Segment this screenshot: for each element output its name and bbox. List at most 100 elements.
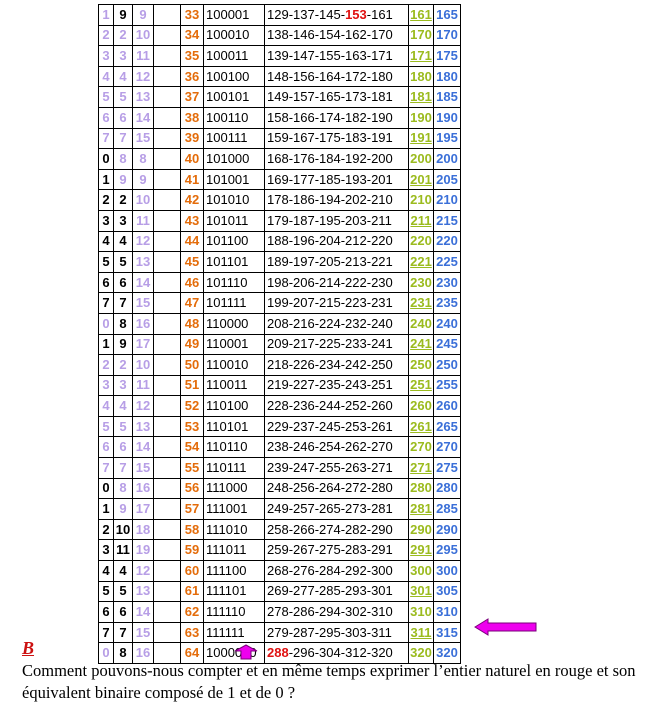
digit-total-cell: 16 <box>132 312 154 335</box>
digit-total-cell: 19 <box>132 539 154 562</box>
green-total-cell: 210 <box>408 189 434 211</box>
digit-cell: 4 <box>98 560 114 582</box>
sequence-cell: 278-286-294-302-310 <box>264 601 409 623</box>
digit-total-cell: 14 <box>132 436 154 459</box>
digit-cell: 3 <box>98 374 114 397</box>
table-row: 6 6 14 38 100110 158-166-174-182-190 190 190 <box>98 106 461 129</box>
integer-cell: 58 <box>180 518 204 541</box>
green-total-cell: 270 <box>408 436 434 459</box>
sequence-cell: 248-256-264-272-280 <box>264 477 409 500</box>
blue-total-cell: 285 <box>433 498 461 520</box>
blue-total-cell: 195 <box>433 127 461 150</box>
integer-cell: 35 <box>180 45 204 67</box>
table-row: 1 9 17 57 111001 249-257-265-273-281 281 285 <box>98 498 461 520</box>
integer-cell: 54 <box>180 436 204 459</box>
digit-cell: 0 <box>98 477 114 500</box>
table-row: 7 7 15 39 100111 159-167-175-183-191 191 195 <box>98 127 461 150</box>
digit-total-cell: 14 <box>132 106 154 129</box>
table-row: 5 5 13 53 110101 229-237-245-253-261 261 265 <box>98 415 461 438</box>
table-row: 1 9 17 49 110001 209-217-225-233-241 241 245 <box>98 333 461 356</box>
blue-total-cell: 245 <box>433 333 461 356</box>
sequence-start: 138-146-154-162-170 <box>267 27 393 43</box>
digit-total-cell: 15 <box>132 621 154 644</box>
spacer-cell <box>153 580 181 603</box>
green-total-cell: 300 <box>408 560 434 582</box>
integer-cell: 44 <box>180 230 204 253</box>
digit-sum-cell: 8 <box>113 312 133 335</box>
integer-cell: 51 <box>180 374 204 397</box>
spacer-cell <box>153 168 181 191</box>
digit-total-cell: 11 <box>132 209 154 232</box>
sequence-cell: 169-177-185-193-201 <box>264 168 409 191</box>
green-total-cell: 220 <box>408 230 434 253</box>
digit-sum-cell: 2 <box>113 189 133 211</box>
sequence-start: 179-187-195-203-211 <box>267 212 392 228</box>
digit-total-cell: 15 <box>132 457 154 479</box>
integer-cell: 42 <box>180 189 204 211</box>
spacer-cell <box>153 395 181 417</box>
sequence-start: 148-156-164-172-180 <box>267 68 393 84</box>
digit-cell: 3 <box>98 539 114 562</box>
digit-cell: 5 <box>98 251 114 273</box>
green-total-cell: 250 <box>408 354 434 376</box>
spacer-cell <box>153 148 181 170</box>
blue-total-cell: 210 <box>433 189 461 211</box>
sequence-cell: 229-237-245-253-261 <box>264 415 409 438</box>
table-row: 2 2 10 50 110010 218-226-234-242-250 250 250 <box>98 354 461 376</box>
table-row: 5 5 13 61 111101 269-277-285-293-301 301 305 <box>98 580 461 603</box>
digit-sum-cell: 10 <box>113 518 133 541</box>
digit-cell: 7 <box>98 292 114 314</box>
digit-total-cell: 11 <box>132 374 154 397</box>
digit-sum-cell: 4 <box>113 395 133 417</box>
table-row: 2 10 18 58 111010 258-266-274-282-290 290 290 <box>98 518 461 541</box>
sequence-cell: 258-266-274-282-290 <box>264 518 409 541</box>
blue-total-cell: 310 <box>433 601 461 623</box>
spacer-cell <box>153 374 181 397</box>
table-row: 2 2 10 42 101010 178-186-194-202-210 210 210 <box>98 189 461 211</box>
sequence-start: 178-186-194-202-210 <box>267 192 393 208</box>
sequence-cell: 149-157-165-173-181 <box>264 86 409 108</box>
green-total-cell: 281 <box>408 498 434 520</box>
sequence-start: 268-276-284-292-300 <box>267 562 393 578</box>
section-letter: B <box>22 638 35 658</box>
binary-cell: 100001 <box>203 4 265 26</box>
table-row: 6 6 14 62 111110 278-286-294-302-310 310 310 <box>98 601 461 623</box>
integer-cell: 39 <box>180 127 204 150</box>
digit-sum-cell: 6 <box>113 106 133 129</box>
green-total-cell: 271 <box>408 457 434 479</box>
digit-total-cell: 13 <box>132 580 154 603</box>
spacer-cell <box>153 457 181 479</box>
digit-cell: 7 <box>98 457 114 479</box>
digit-total-cell: 12 <box>132 230 154 253</box>
digit-cell: 0 <box>98 148 114 170</box>
digit-cell: 7 <box>98 621 114 644</box>
sequence-cell: 288-296-304-312-320 <box>264 642 409 664</box>
sequence-start: 229-237-245-253-261 <box>267 418 393 434</box>
digit-sum-cell: 2 <box>113 24 133 47</box>
binary-cell: 110001 <box>203 333 265 356</box>
digit-sum-cell: 7 <box>113 292 133 314</box>
binary-cell: 111111 <box>203 621 265 644</box>
binary-cell: 110010 <box>203 354 265 376</box>
blue-total-cell: 165 <box>433 4 461 26</box>
sequence-start: 129-137-145- <box>267 6 346 22</box>
green-total-cell: 310 <box>408 601 434 623</box>
green-total-cell: 180 <box>408 65 434 88</box>
binary-cell: 100010 <box>203 24 265 47</box>
digit-sum-cell: 8 <box>113 477 133 500</box>
binary-cell: 110100 <box>203 395 265 417</box>
binary-cell: 111100 <box>203 560 265 582</box>
table-row: 4 4 12 44 101100 188-196-204-212-220 220 220 <box>98 230 461 253</box>
green-total-cell: 240 <box>408 312 434 335</box>
table-row: 4 4 12 52 110100 228-236-244-252-260 260 260 <box>98 395 461 417</box>
spacer-cell <box>153 4 181 26</box>
blue-total-cell: 305 <box>433 580 461 603</box>
table-row: 5 5 13 37 100101 149-157-165-173-181 181 185 <box>98 86 461 108</box>
integer-cell: 48 <box>180 312 204 335</box>
digit-total-cell: 8 <box>132 148 154 170</box>
spacer-cell <box>153 560 181 582</box>
binary-cell: 100011 <box>203 45 265 67</box>
green-total-cell: 301 <box>408 580 434 603</box>
digit-total-cell: 12 <box>132 560 154 582</box>
digit-total-cell: 9 <box>132 4 154 26</box>
